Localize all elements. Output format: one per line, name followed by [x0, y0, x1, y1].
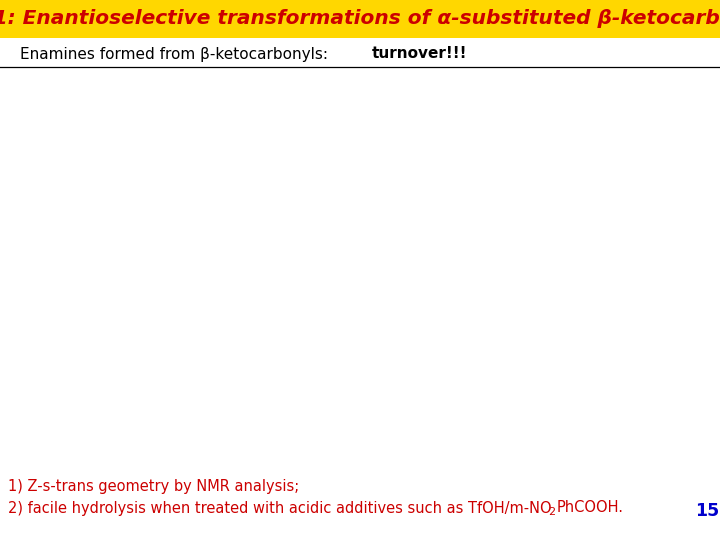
- Text: 2: 2: [548, 507, 555, 517]
- Bar: [0, 0, 720, 38]
- Text: 2) facile hydrolysis when treated with acidic additives such as TfOH/m-NO: 2) facile hydrolysis when treated with a…: [8, 501, 552, 516]
- Text: 1) Z-s-trans geometry by NMR analysis;: 1) Z-s-trans geometry by NMR analysis;: [8, 478, 300, 494]
- Text: Enamines formed from β-ketocarbonyls:: Enamines formed from β-ketocarbonyls:: [20, 46, 333, 62]
- Text: turnover!!!: turnover!!!: [372, 46, 467, 62]
- Text: Part 1: Enantioselective transformations of α-substituted β-ketocarbonyls: Part 1: Enantioselective transformations…: [0, 10, 720, 29]
- Text: PhCOOH.: PhCOOH.: [557, 501, 624, 516]
- Text: 15: 15: [695, 502, 719, 520]
- Bar: [0, 68, 720, 468]
